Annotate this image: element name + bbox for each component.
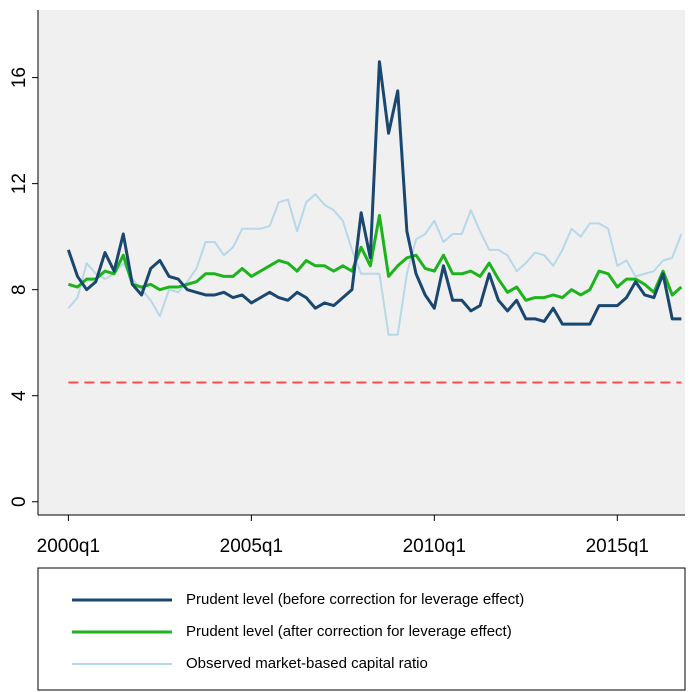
series-line — [67, 213, 683, 302]
legend-label: Observed market-based capital ratio — [186, 655, 428, 672]
legend-box — [37, 567, 686, 691]
x-tick-label: 2005q1 — [220, 536, 283, 557]
legend-label: Prudent level (before correction for lev… — [186, 591, 524, 608]
y-tick-label: 4 — [9, 390, 30, 401]
legend-label: Prudent level (after correction for leve… — [186, 623, 512, 640]
y-tick-label: 12 — [9, 173, 30, 194]
y-tick-label: 0 — [9, 496, 30, 507]
plot-area — [38, 10, 685, 515]
series-line — [66, 60, 682, 326]
x-tick-label: 2010q1 — [403, 536, 466, 557]
series-line — [67, 193, 683, 336]
x-tick-label: 2000q1 — [37, 536, 100, 557]
y-tick-label: 16 — [9, 67, 30, 88]
x-tick-label: 2015q1 — [586, 536, 649, 557]
y-tick-label: 8 — [9, 284, 30, 295]
